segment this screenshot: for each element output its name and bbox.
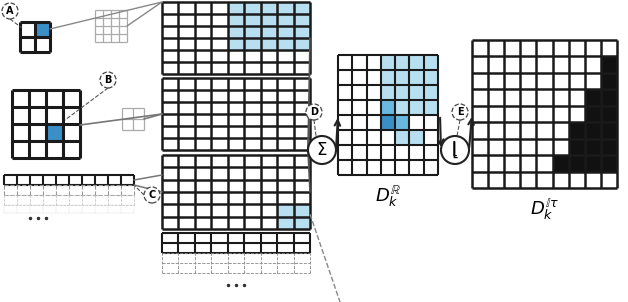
- Circle shape: [308, 136, 336, 164]
- Bar: [585, 155, 601, 172]
- Bar: [293, 217, 310, 229]
- Bar: [293, 38, 310, 50]
- Bar: [395, 100, 409, 115]
- Bar: [381, 70, 395, 85]
- Bar: [409, 100, 424, 115]
- Circle shape: [100, 72, 116, 88]
- Text: $D_k^{\mathbb{R}}$: $D_k^{\mathbb{R}}$: [375, 185, 401, 210]
- Bar: [601, 139, 617, 155]
- Text: A: A: [6, 6, 14, 16]
- Bar: [293, 204, 310, 217]
- Bar: [293, 14, 310, 26]
- Text: ⌊: ⌊: [452, 141, 458, 159]
- Bar: [601, 89, 617, 106]
- Bar: [585, 139, 601, 155]
- Bar: [277, 14, 293, 26]
- Bar: [424, 85, 438, 100]
- Bar: [395, 70, 409, 85]
- Bar: [409, 70, 424, 85]
- Bar: [228, 2, 244, 14]
- Bar: [381, 115, 395, 130]
- Bar: [601, 106, 617, 122]
- Bar: [424, 100, 438, 115]
- Bar: [553, 155, 569, 172]
- Bar: [424, 55, 438, 70]
- Text: ⌊: ⌊: [451, 140, 459, 159]
- Bar: [395, 85, 409, 100]
- Circle shape: [144, 187, 160, 203]
- Bar: [585, 89, 601, 106]
- Bar: [585, 106, 601, 122]
- Bar: [244, 26, 261, 38]
- Bar: [569, 155, 585, 172]
- Bar: [395, 130, 409, 145]
- Circle shape: [441, 136, 469, 164]
- Bar: [244, 2, 261, 14]
- Bar: [228, 38, 244, 50]
- Bar: [261, 14, 277, 26]
- Bar: [409, 130, 424, 145]
- Bar: [601, 122, 617, 139]
- Circle shape: [306, 104, 322, 120]
- Text: Σ: Σ: [317, 141, 327, 159]
- Bar: [261, 38, 277, 50]
- Bar: [381, 100, 395, 115]
- Bar: [46, 124, 63, 141]
- Circle shape: [452, 104, 468, 120]
- Bar: [293, 26, 310, 38]
- Bar: [585, 122, 601, 139]
- Bar: [424, 70, 438, 85]
- Bar: [395, 115, 409, 130]
- Bar: [277, 204, 293, 217]
- Bar: [277, 38, 293, 50]
- Bar: [261, 2, 277, 14]
- Text: $D_{k}^{\mathbb{I}\tau}$: $D_{k}^{\mathbb{I}\tau}$: [530, 198, 559, 223]
- Bar: [601, 73, 617, 89]
- Bar: [244, 38, 261, 50]
- Bar: [228, 14, 244, 26]
- Text: D: D: [310, 107, 318, 117]
- Bar: [569, 139, 585, 155]
- Text: C: C: [148, 190, 156, 200]
- Bar: [244, 14, 261, 26]
- Bar: [277, 2, 293, 14]
- Bar: [601, 155, 617, 172]
- Bar: [228, 26, 244, 38]
- Bar: [381, 55, 395, 70]
- Bar: [277, 217, 293, 229]
- Bar: [409, 85, 424, 100]
- Bar: [261, 26, 277, 38]
- Text: B: B: [104, 75, 112, 85]
- Bar: [293, 2, 310, 14]
- Bar: [381, 85, 395, 100]
- Bar: [395, 55, 409, 70]
- Bar: [569, 122, 585, 139]
- Bar: [277, 26, 293, 38]
- Bar: [409, 55, 424, 70]
- Text: E: E: [457, 107, 463, 117]
- Bar: [601, 56, 617, 73]
- Circle shape: [2, 3, 18, 19]
- Bar: [35, 22, 50, 37]
